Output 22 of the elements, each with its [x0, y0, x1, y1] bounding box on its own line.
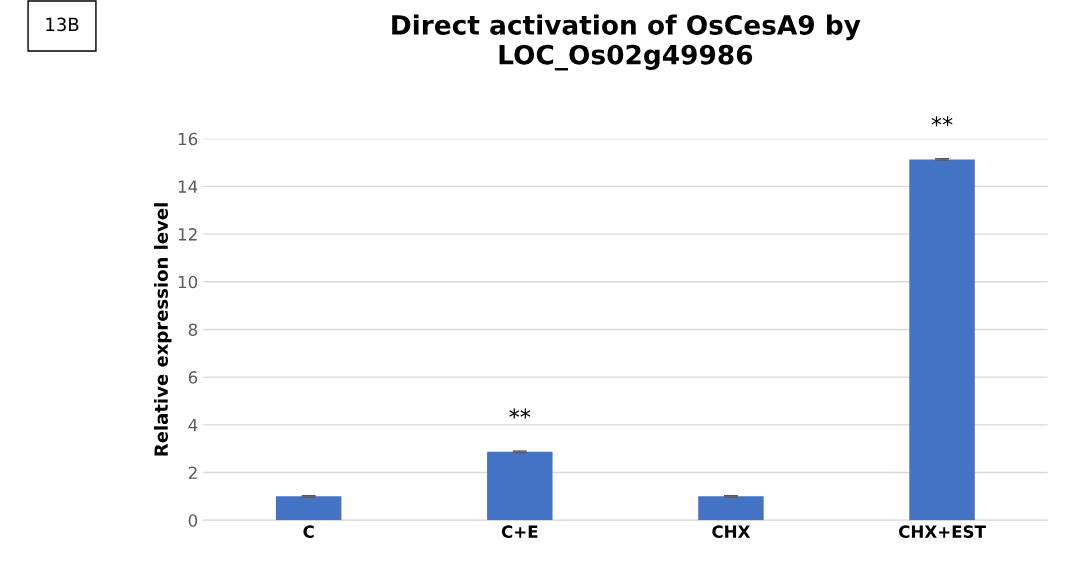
- y-tick-label: 8: [188, 323, 198, 337]
- y-tick-label: 16: [178, 132, 198, 146]
- y-tick-label: 2: [188, 466, 197, 479]
- bar: [275, 496, 342, 521]
- x-tick-label: CHX: [712, 525, 751, 538]
- annotation: **: [509, 408, 531, 419]
- x-tick-label: C: [303, 525, 314, 538]
- y-tick-label: 12: [178, 228, 197, 241]
- chart-title: Direct activation of OsCesA9 by LOC_Os02g49986: [392, 14, 861, 71]
- bar: [909, 159, 975, 521]
- bar: [487, 451, 553, 521]
- x-tick-label: C+E: [501, 525, 538, 538]
- y-axis-title: Relative expression level: [154, 203, 172, 456]
- y-tick-label: 0: [188, 514, 198, 527]
- y-tick-label: 6: [188, 371, 198, 384]
- y-tick-label: 10: [178, 275, 198, 289]
- text: 13B: [46, 17, 79, 32]
- bar: [698, 496, 764, 521]
- x-tick-label: CHX+EST: [899, 525, 986, 538]
- annotation: **: [931, 116, 953, 127]
- y-tick-label: 4: [188, 419, 198, 432]
- y-tick-label: 14: [178, 180, 198, 193]
